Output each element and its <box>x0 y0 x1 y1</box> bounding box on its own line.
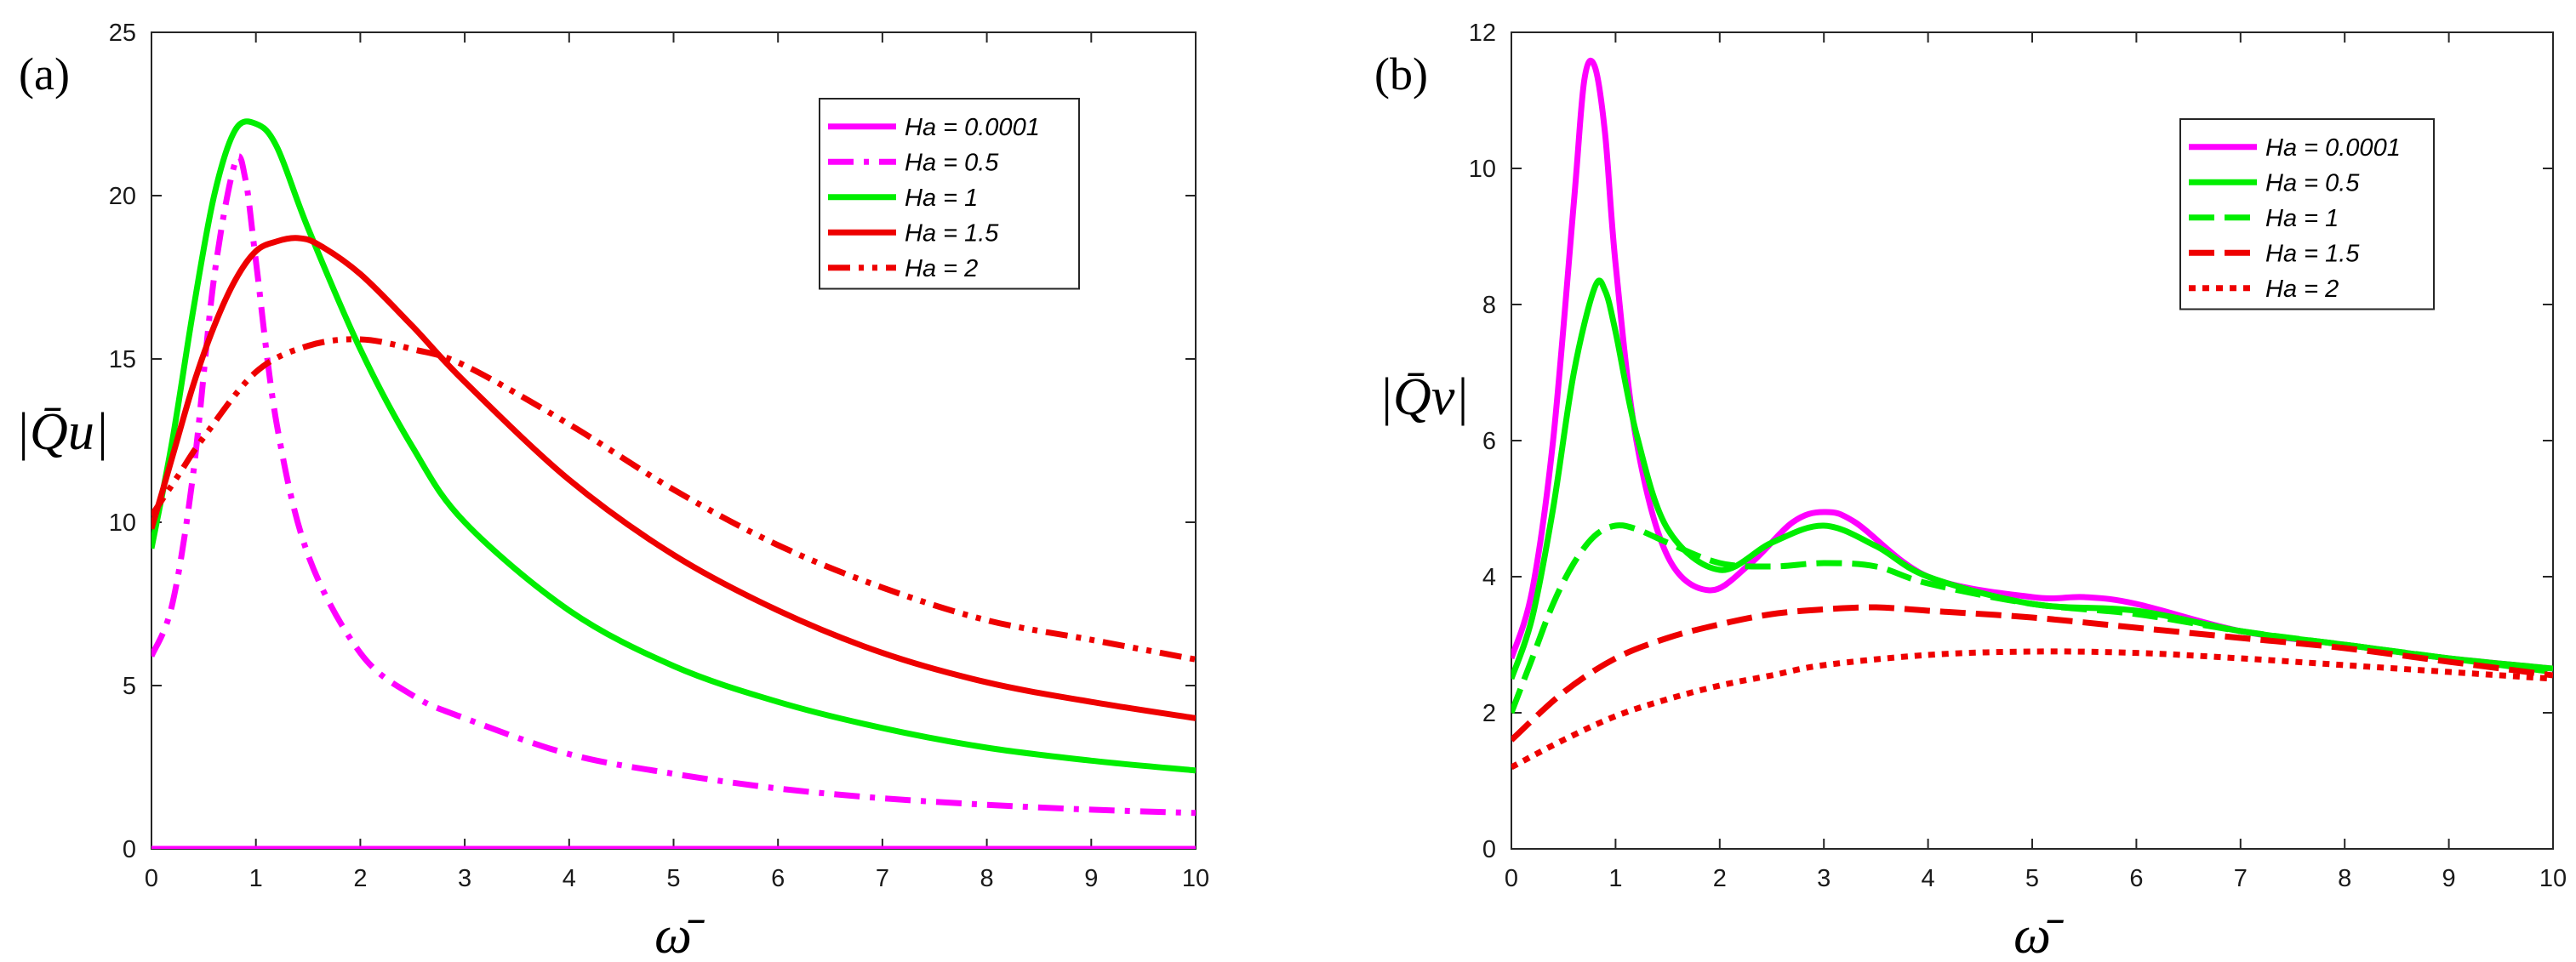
legend-entry: Ha = 1.5 <box>905 219 999 247</box>
x-tick-label: 10 <box>1182 865 1209 892</box>
y-tick-label: 6 <box>1482 428 1496 455</box>
y-tick-label: 2 <box>1482 700 1496 727</box>
x-axis-label: ω̄ <box>654 907 705 962</box>
y-tick-label: 10 <box>1469 156 1496 183</box>
legend-entry: Ha = 1 <box>905 185 978 212</box>
x-tick-label: 0 <box>1505 865 1518 892</box>
x-tick-label: 2 <box>1713 865 1727 892</box>
series-line-ha-2 <box>151 336 1196 663</box>
legend-entry: Ha = 0.5 <box>905 149 999 176</box>
x-tick-label: 3 <box>1817 865 1831 892</box>
series-line-ha-1 <box>1511 522 2553 714</box>
series-group <box>1511 57 2553 771</box>
y-tick-label: 4 <box>1482 564 1496 591</box>
x-tick-label: 9 <box>2442 865 2456 892</box>
series-group <box>151 118 1196 849</box>
legend: Ha = 0.0001 Ha = 0.5 Ha = 1 Ha = 1.5 Ha = 2 <box>819 98 1080 290</box>
series-line-ha-0-5 <box>151 153 1196 817</box>
panel-a: 0 1 2 3 4 5 6 7 8 9 10 0 5 10 15 20 25 (a) |Q̄u| ω̄ Ha = 0.0… <box>15 20 1209 962</box>
y-tick-label: 20 <box>109 183 136 210</box>
x-tick-label: 2 <box>353 865 367 892</box>
legend-entry: Ha = 2 <box>2265 276 2339 303</box>
y-axis-label: |Q̄v| <box>1379 368 1469 426</box>
x-tick-label: 0 <box>145 865 158 892</box>
y-tick-label: 15 <box>109 346 136 373</box>
legend-entry: Ha = 1.5 <box>2265 240 2360 267</box>
legend-entry: Ha = 2 <box>905 255 978 282</box>
y-tick-label: 5 <box>123 673 136 700</box>
legend-entry: Ha = 0.0001 <box>905 114 1040 141</box>
x-tick-label: 5 <box>2025 865 2039 892</box>
series-line-ha-1 <box>151 118 1196 774</box>
x-tick-label: 10 <box>2539 865 2567 892</box>
y-axis-label: |Q̄u| <box>15 403 109 461</box>
x-tick-label: 3 <box>458 865 471 892</box>
y-tick-label: 12 <box>1469 20 1496 47</box>
series-line-ha-1-5 <box>1511 604 2553 743</box>
x-tick-label: 7 <box>2234 865 2248 892</box>
panel-label: (b) <box>1374 48 1428 100</box>
y-tick-label: 25 <box>109 20 136 47</box>
legend: Ha = 0.0001 Ha = 0.5 Ha = 1 Ha = 1.5 Ha = 2 <box>2179 118 2435 310</box>
x-tick-label: 1 <box>249 865 263 892</box>
x-tick-label: 7 <box>876 865 889 892</box>
panel-label: (a) <box>19 48 70 100</box>
legend-box <box>2179 118 2435 310</box>
legend-entry: Ha = 0.5 <box>2265 169 2360 196</box>
legend-box <box>819 98 1080 290</box>
x-tick-label: 5 <box>666 865 680 892</box>
series-line-ha-1-5 <box>151 235 1196 721</box>
y-tick-label: 10 <box>109 509 136 537</box>
x-tick-label: 4 <box>1922 865 1935 892</box>
series-line-ha-2 <box>1511 648 2553 771</box>
x-tick-label: 8 <box>980 865 994 892</box>
x-tick-label: 6 <box>771 865 785 892</box>
x-tick-label: 8 <box>2338 865 2351 892</box>
x-tick-label: 6 <box>2129 865 2143 892</box>
y-tick-label: 0 <box>123 836 136 863</box>
legend-entry: Ha = 0.0001 <box>2265 134 2401 162</box>
x-axis-label: ω̄ <box>2013 907 2065 962</box>
y-tick-label: 8 <box>1482 292 1496 319</box>
legend-entry: Ha = 1 <box>2265 205 2339 232</box>
x-tick-label: 9 <box>1084 865 1098 892</box>
x-tick-label: 1 <box>1608 865 1622 892</box>
y-tick-label: 0 <box>1482 836 1496 863</box>
x-tick-label: 4 <box>563 865 576 892</box>
